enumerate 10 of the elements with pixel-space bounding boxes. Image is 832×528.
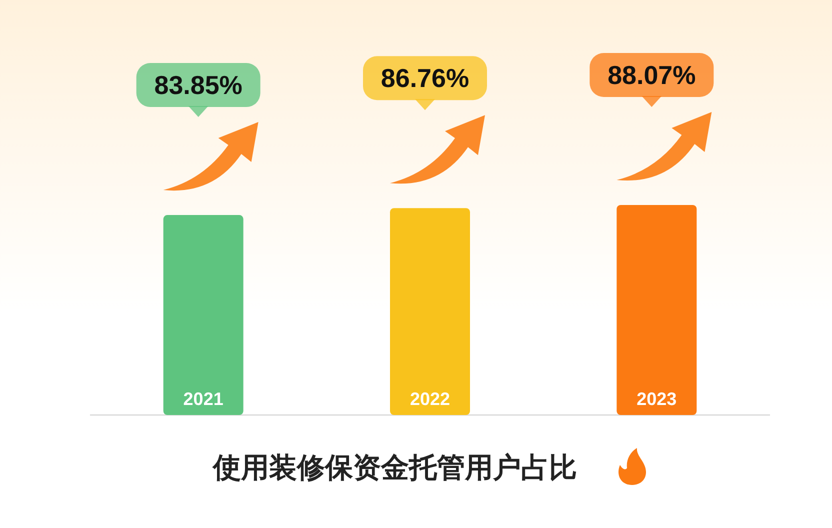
label: 86.76% xyxy=(363,56,487,110)
label: 83.85% xyxy=(136,63,260,118)
x-tick-label: 2023 xyxy=(636,389,677,409)
x-tick-label: 2022 xyxy=(410,389,450,409)
data-label: 88.07% xyxy=(608,60,696,90)
data-label: 83.85% xyxy=(154,70,242,100)
data-label: 86.76% xyxy=(380,63,470,94)
label: 88.07% xyxy=(590,53,714,107)
text: 使用装修保资金托管用户占比 xyxy=(212,451,577,484)
x-tick-label: 2021 xyxy=(183,389,224,409)
